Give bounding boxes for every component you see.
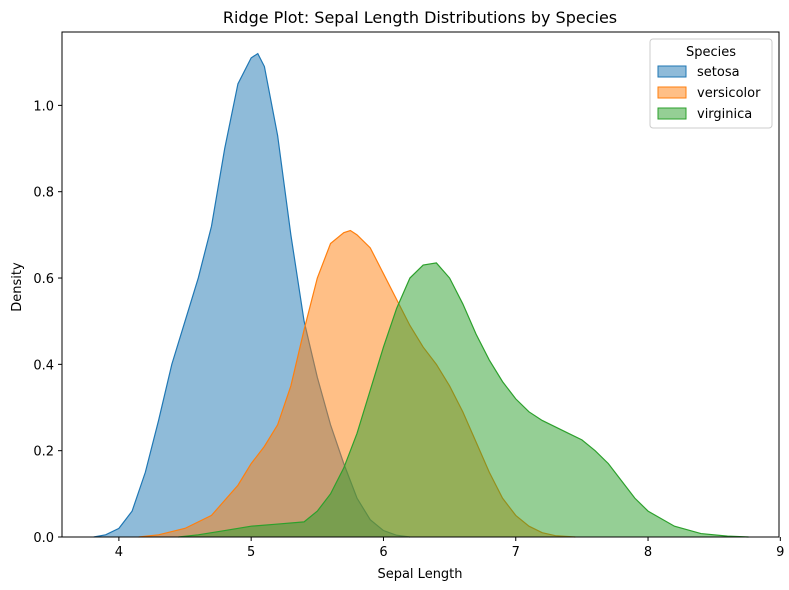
x-tick-label: 9 xyxy=(776,545,784,560)
plot-frame xyxy=(61,31,780,538)
y-tick-label: 0.6 xyxy=(33,272,54,287)
x-axis: 4 5 6 7 8 9 xyxy=(115,537,784,560)
legend-title: Species xyxy=(686,45,736,60)
x-axis-title: Sepal Length xyxy=(377,567,462,582)
y-axis: 0.0 0.2 0.4 0.6 0.8 1.0 xyxy=(33,99,62,546)
chart-title: Ridge Plot: Sepal Length Distributions b… xyxy=(223,8,617,27)
legend-swatch-setosa xyxy=(657,65,687,78)
legend-swatch-virginica xyxy=(657,107,687,120)
series-layer xyxy=(93,52,749,538)
legend-label-virginica: virginica xyxy=(697,107,752,122)
y-axis-title: Density xyxy=(10,262,25,312)
x-tick-label: 8 xyxy=(644,545,652,560)
series-area-virginica xyxy=(178,262,749,537)
y-tick-label: 0.8 xyxy=(33,186,54,201)
x-tick-label: 7 xyxy=(512,545,520,560)
legend-entries: setosa versicolor virginica xyxy=(657,65,761,122)
legend-box xyxy=(649,38,773,129)
y-tick-label: 1.0 xyxy=(33,99,54,114)
legend-label-versicolor: versicolor xyxy=(697,86,761,101)
y-tick-label: 0.4 xyxy=(33,358,54,373)
x-tick-label: 4 xyxy=(115,545,123,560)
legend-swatch-versicolor xyxy=(657,86,687,99)
legend: Species setosa versicolor virginica xyxy=(649,38,773,129)
series-area-setosa xyxy=(93,53,410,537)
legend-label-setosa: setosa xyxy=(697,65,740,80)
y-tick-label: 0.0 xyxy=(33,531,54,546)
series-line-virginica xyxy=(178,262,749,538)
x-tick-label: 6 xyxy=(379,545,387,560)
x-tick-label: 5 xyxy=(247,545,255,560)
y-tick-label: 0.2 xyxy=(33,445,54,460)
